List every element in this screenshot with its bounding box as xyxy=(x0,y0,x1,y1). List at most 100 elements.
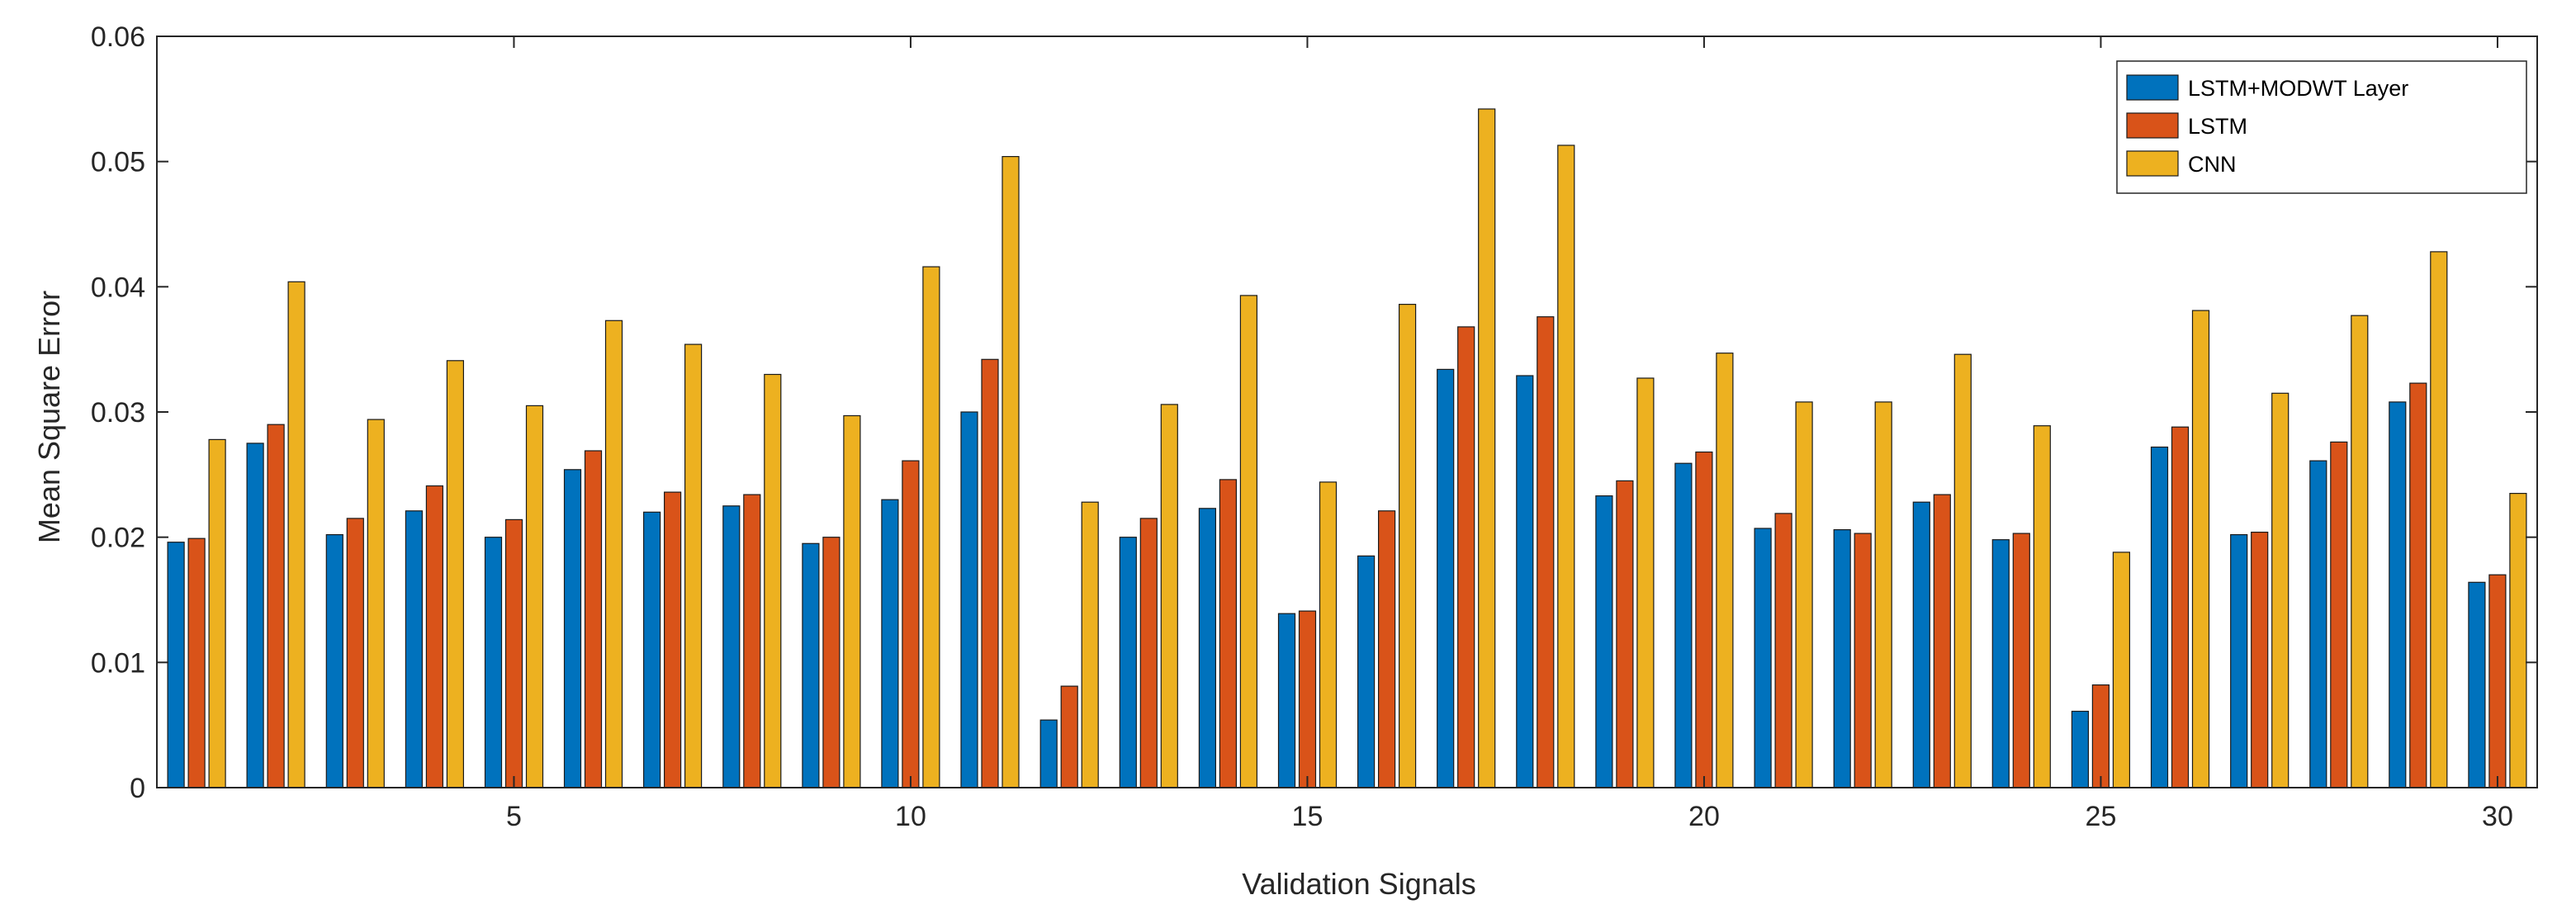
legend-swatch-lstm xyxy=(2126,112,2179,139)
bar-cnn-4 xyxy=(446,360,465,788)
bar-lstm-modwt-layer-17 xyxy=(1437,368,1455,788)
bar-lstm-modwt-layer-25 xyxy=(2071,710,2089,788)
bar-cnn-2 xyxy=(287,281,305,788)
bar-lstm-18 xyxy=(1537,316,1555,788)
x-tick-label: 10 xyxy=(895,801,926,832)
bar-lstm-modwt-layer-10 xyxy=(881,499,899,788)
bar-cnn-10 xyxy=(922,266,940,788)
bar-cnn-15 xyxy=(1319,481,1338,788)
bar-lstm-3 xyxy=(346,518,364,788)
bar-lstm-8 xyxy=(743,494,761,788)
bar-cnn-18 xyxy=(1557,144,1575,788)
bar-cnn-1 xyxy=(208,438,226,788)
bar-lstm-20 xyxy=(1695,451,1713,788)
bar-lstm-24 xyxy=(2012,533,2030,788)
bar-lstm-modwt-layer-15 xyxy=(1277,613,1296,788)
bar-cnn-16 xyxy=(1398,304,1417,788)
bar-lstm-modwt-layer-2 xyxy=(246,443,264,788)
bar-lstm-14 xyxy=(1219,479,1238,788)
bar-lstm-6 xyxy=(584,450,603,788)
bar-cnn-11 xyxy=(1002,156,1020,788)
legend-label-lstm: LSTM xyxy=(2188,114,2247,139)
y-tick-label: 0.05 xyxy=(91,147,145,178)
bar-lstm-16 xyxy=(1377,510,1396,788)
bar-lstm-7 xyxy=(663,491,682,788)
legend-swatch-cnn xyxy=(2126,150,2179,177)
bar-lstm-modwt-layer-11 xyxy=(960,411,978,788)
bar-cnn-30 xyxy=(2509,492,2527,788)
y-axis-label: Mean Square Error xyxy=(32,291,66,543)
bar-lstm-4 xyxy=(425,485,444,788)
bar-cnn-9 xyxy=(843,414,861,788)
bar-lstm-1 xyxy=(187,537,206,788)
bar-cnn-3 xyxy=(367,419,385,788)
bar-lstm-modwt-layer-29 xyxy=(2389,401,2407,788)
bar-lstm-modwt-layer-27 xyxy=(2230,533,2248,788)
bar-cnn-22 xyxy=(1874,401,1892,788)
bar-lstm-10 xyxy=(902,460,920,788)
bar-cnn-25 xyxy=(2112,552,2130,788)
bar-cnn-7 xyxy=(684,343,703,788)
bar-cnn-14 xyxy=(1239,295,1258,788)
ticks-layer: 0 0.01 0.02 0.03 0.04 0.05 0.06 5 10 15 20 25 30 xyxy=(91,21,2537,832)
y-tick-label: 0.01 xyxy=(91,647,145,679)
bar-lstm-11 xyxy=(981,358,999,788)
bar-lstm-27 xyxy=(2251,531,2269,788)
bar-lstm-22 xyxy=(1854,533,1872,788)
bar-lstm-12 xyxy=(1060,685,1078,788)
bar-lstm-15 xyxy=(1298,610,1317,788)
bar-lstm-modwt-layer-18 xyxy=(1516,375,1534,788)
legend-label-cnn: CNN xyxy=(2188,152,2237,177)
bar-cnn-12 xyxy=(1081,501,1099,788)
x-tick-label: 20 xyxy=(1688,801,1720,832)
bar-lstm-28 xyxy=(2330,441,2348,788)
bar-lstm-modwt-layer-3 xyxy=(325,533,343,788)
bar-lstm-26 xyxy=(2171,426,2190,788)
x-tick-label: 30 xyxy=(2482,801,2513,832)
bar-lstm-modwt-layer-12 xyxy=(1039,719,1058,788)
x-axis-label: Validation Signals xyxy=(1242,867,1476,901)
bar-cnn-20 xyxy=(1716,353,1734,788)
bar-lstm-29 xyxy=(2409,382,2427,788)
bar-lstm-modwt-layer-7 xyxy=(642,511,661,788)
bar-lstm-21 xyxy=(1774,513,1792,788)
legend-swatch-lstm-modwt-layer xyxy=(2126,74,2179,101)
bar-lstm-modwt-layer-21 xyxy=(1754,528,1772,788)
bar-lstm-13 xyxy=(1139,518,1158,788)
bar-lstm-17 xyxy=(1457,326,1475,788)
legend: LSTM+MODWT Layer LSTM CNN xyxy=(2116,60,2527,194)
bar-lstm-modwt-layer-19 xyxy=(1595,495,1613,788)
bar-lstm-23 xyxy=(1933,494,1951,788)
bar-cnn-13 xyxy=(1160,404,1178,788)
bar-lstm-modwt-layer-28 xyxy=(2309,460,2327,788)
bar-lstm-modwt-layer-24 xyxy=(1991,539,2010,788)
y-tick-label: 0.02 xyxy=(91,523,145,554)
bar-cnn-24 xyxy=(2033,425,2051,788)
legend-box xyxy=(2116,60,2527,194)
bar-cnn-19 xyxy=(1636,377,1655,788)
bar-lstm-modwt-layer-16 xyxy=(1357,555,1376,788)
bar-cnn-29 xyxy=(2430,251,2448,788)
x-tick-label: 5 xyxy=(506,801,522,832)
bar-lstm-modwt-layer-26 xyxy=(2150,446,2169,788)
bar-lstm-modwt-layer-30 xyxy=(2468,581,2486,788)
legend-label-lstm-modwt-layer: LSTM+MODWT Layer xyxy=(2188,76,2408,101)
bar-cnn-8 xyxy=(764,373,782,788)
bar-lstm-modwt-layer-20 xyxy=(1674,462,1693,788)
bar-lstm-modwt-layer-23 xyxy=(1912,501,1930,788)
bar-lstm-modwt-layer-6 xyxy=(563,469,582,788)
bar-cnn-26 xyxy=(2191,310,2210,788)
bar-lstm-modwt-layer-4 xyxy=(405,510,423,788)
bar-lstm-9 xyxy=(822,537,841,788)
bar-lstm-modwt-layer-13 xyxy=(1119,537,1137,788)
bar-lstm-modwt-layer-14 xyxy=(1198,508,1217,788)
y-tick-label: 0.06 xyxy=(91,21,145,53)
bar-lstm-modwt-layer-8 xyxy=(722,505,741,788)
bar-lstm-25 xyxy=(2091,684,2110,788)
bar-lstm-modwt-layer-1 xyxy=(167,542,185,788)
bar-lstm-30 xyxy=(2488,574,2507,788)
bar-lstm-5 xyxy=(504,518,523,788)
bar-lstm-modwt-layer-9 xyxy=(802,542,820,788)
bar-cnn-27 xyxy=(2271,392,2290,788)
